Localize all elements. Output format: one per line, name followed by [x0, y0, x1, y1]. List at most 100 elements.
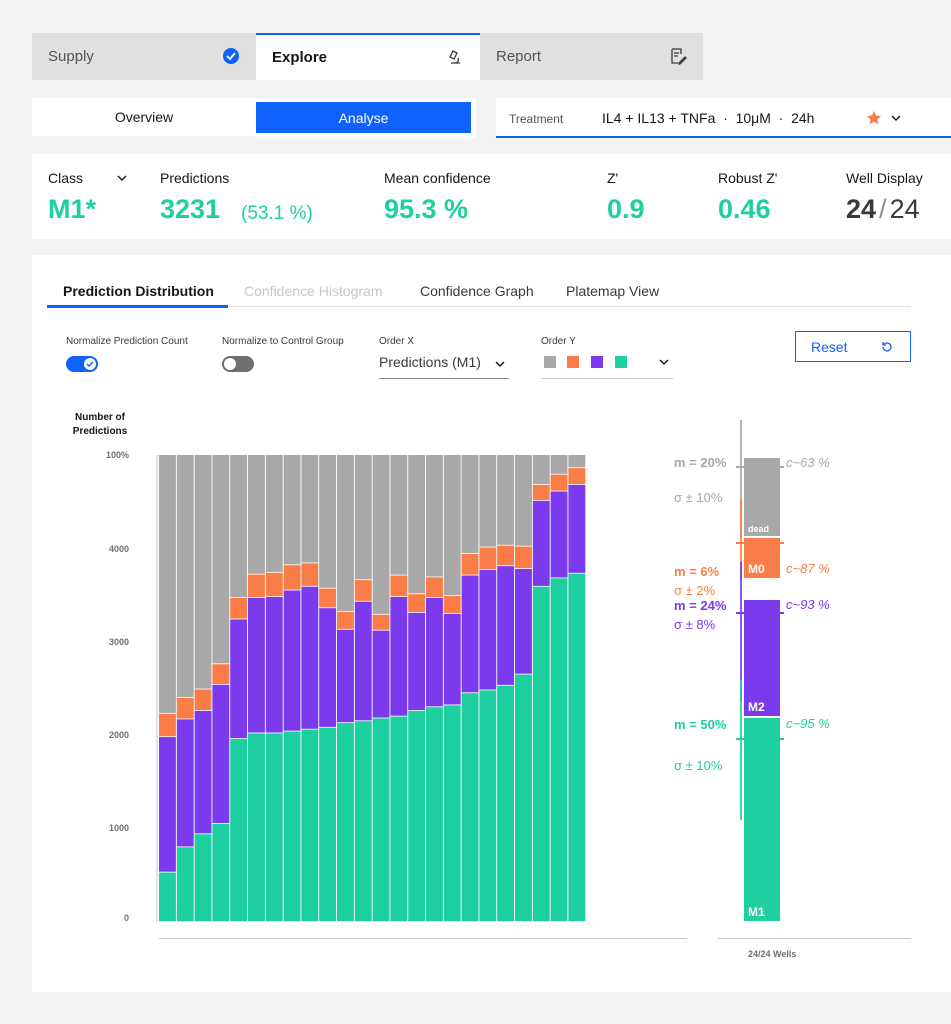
tab-report[interactable]: Report: [480, 33, 703, 80]
bar-segment-m1[interactable]: [568, 573, 586, 922]
bar-segment-m0[interactable]: [426, 577, 443, 598]
bar-segment-m2[interactable]: [159, 737, 176, 872]
bar-segment-m1[interactable]: [212, 823, 230, 922]
bar-segment-dead[interactable]: [532, 455, 550, 485]
bar-segment-dead[interactable]: [354, 455, 372, 580]
bar-segment-m2[interactable]: [461, 575, 479, 693]
reset-button[interactable]: Reset: [795, 331, 911, 362]
bar-segment-m1[interactable]: [479, 690, 497, 922]
bar-segment-dead[interactable]: [194, 455, 212, 689]
bar-segment-m0[interactable]: [443, 596, 461, 613]
normalize-prediction-toggle[interactable]: [66, 356, 98, 372]
class-dropdown-icon[interactable]: [116, 172, 128, 184]
bar-segment-m1[interactable]: [194, 834, 212, 922]
bar-segment-dead[interactable]: [443, 455, 461, 596]
tab-platemap-view[interactable]: Platemap View: [566, 283, 660, 299]
bar-segment-m0[interactable]: [408, 594, 426, 613]
bar-segment-m0[interactable]: [194, 689, 212, 711]
tab-confidence-graph[interactable]: Confidence Graph: [420, 283, 534, 299]
bar-segment-m2[interactable]: [515, 568, 532, 674]
bar-segment-m0[interactable]: [354, 580, 372, 601]
bar-segment-dead[interactable]: [230, 455, 248, 598]
bar-segment-dead[interactable]: [479, 455, 497, 547]
bar-segment-m2[interactable]: [176, 719, 194, 847]
bar-segment-m2[interactable]: [283, 590, 301, 731]
bar-segment-m0[interactable]: [159, 713, 176, 737]
bar-segment-dead[interactable]: [390, 455, 408, 575]
bar-segment-m1[interactable]: [550, 578, 568, 922]
bar-segment-m1[interactable]: [372, 718, 390, 922]
bar-segment-m2[interactable]: [248, 597, 265, 733]
bar-segment-m0[interactable]: [372, 614, 390, 630]
bar-segment-m0[interactable]: [550, 474, 568, 491]
bar-segment-m0[interactable]: [265, 572, 283, 597]
bar-segment-dead[interactable]: [159, 455, 176, 713]
bar-segment-m0[interactable]: [337, 611, 354, 629]
summary-block-dead[interactable]: dead: [744, 458, 780, 536]
bar-segment-m2[interactable]: [408, 612, 426, 711]
bar-segment-m1[interactable]: [354, 721, 372, 922]
bar-segment-dead[interactable]: [497, 455, 515, 545]
bar-segment-dead[interactable]: [176, 455, 194, 698]
bar-segment-dead[interactable]: [283, 455, 301, 565]
bar-segment-m2[interactable]: [426, 597, 443, 707]
segment-overview[interactable]: Overview: [32, 98, 256, 136]
bar-segment-m1[interactable]: [265, 733, 283, 922]
bar-segment-m0[interactable]: [283, 565, 301, 590]
order-x-dropdown[interactable]: Predictions (M1): [379, 351, 509, 379]
bar-segment-dead[interactable]: [568, 455, 586, 468]
chevron-down-icon[interactable]: [890, 112, 902, 124]
bar-segment-m1[interactable]: [319, 727, 337, 922]
bar-segment-m2[interactable]: [354, 601, 372, 721]
bar-segment-m2[interactable]: [372, 630, 390, 718]
bar-segment-dead[interactable]: [212, 455, 230, 664]
bar-segment-dead[interactable]: [372, 455, 390, 614]
bar-segment-m0[interactable]: [515, 546, 532, 569]
bar-segment-m2[interactable]: [337, 629, 354, 723]
bar-segment-m2[interactable]: [230, 619, 248, 739]
bar-segment-m0[interactable]: [461, 554, 479, 575]
bar-segment-m1[interactable]: [461, 693, 479, 922]
bar-segment-m1[interactable]: [443, 705, 461, 922]
summary-block-m1[interactable]: M1: [744, 718, 780, 921]
summary-block-m0[interactable]: M0: [744, 538, 780, 578]
bar-segment-m2[interactable]: [194, 710, 212, 834]
bar-segment-m0[interactable]: [479, 547, 497, 570]
bar-segment-m0[interactable]: [212, 664, 230, 684]
bar-segment-dead[interactable]: [248, 455, 265, 574]
bar-segment-m2[interactable]: [390, 596, 408, 716]
bar-segment-dead[interactable]: [265, 455, 283, 572]
tab-explore[interactable]: Explore: [256, 33, 480, 80]
bar-segment-dead[interactable]: [301, 455, 319, 563]
bar-segment-m2[interactable]: [301, 586, 319, 729]
bar-segment-dead[interactable]: [408, 455, 426, 594]
bar-segment-m1[interactable]: [283, 731, 301, 922]
bar-segment-m0[interactable]: [301, 563, 319, 586]
tab-prediction-distribution[interactable]: Prediction Distribution: [63, 283, 214, 299]
bar-segment-m2[interactable]: [550, 491, 568, 578]
bar-segment-m0[interactable]: [176, 697, 194, 719]
star-icon[interactable]: [866, 110, 882, 126]
summary-block-m2[interactable]: M2: [744, 600, 780, 716]
bar-segment-m1[interactable]: [390, 716, 408, 922]
bar-segment-m0[interactable]: [497, 545, 515, 566]
bar-segment-m2[interactable]: [568, 484, 586, 573]
bar-segment-m1[interactable]: [248, 733, 265, 922]
bar-segment-m0[interactable]: [230, 597, 248, 619]
bar-segment-m0[interactable]: [319, 588, 337, 608]
bar-segment-m2[interactable]: [479, 569, 497, 690]
bar-segment-m1[interactable]: [426, 707, 443, 922]
order-y-dropdown[interactable]: [541, 351, 673, 379]
segment-analyse[interactable]: Analyse: [256, 102, 471, 133]
bar-segment-m2[interactable]: [212, 684, 230, 824]
bar-segment-dead[interactable]: [515, 455, 532, 546]
treatment-selector[interactable]: Treatment IL4 + IL13 + TNFa · 10μM · 24h: [496, 98, 951, 138]
bar-segment-dead[interactable]: [319, 455, 337, 588]
bar-segment-dead[interactable]: [550, 455, 568, 474]
bar-segment-m0[interactable]: [568, 468, 586, 485]
bar-segment-dead[interactable]: [337, 455, 354, 612]
bar-segment-m0[interactable]: [532, 484, 550, 500]
bar-segment-m0[interactable]: [248, 574, 265, 598]
bar-segment-m1[interactable]: [159, 872, 176, 922]
bar-segment-m1[interactable]: [337, 723, 354, 922]
